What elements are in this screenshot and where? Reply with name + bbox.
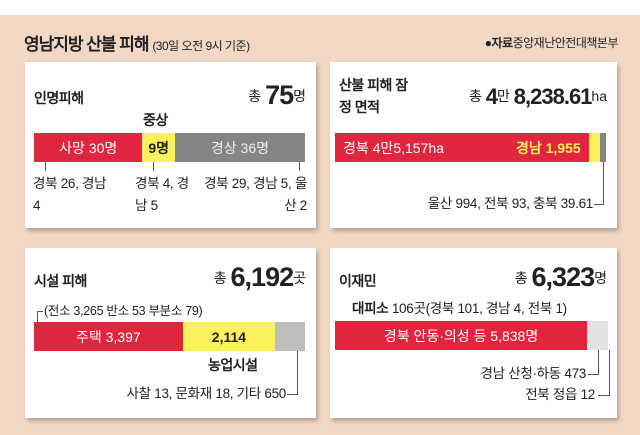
bar-segment: 경북 안동·의성 등 5,838명 bbox=[335, 321, 588, 350]
title-text: 영남지방 산불 피해 bbox=[24, 35, 150, 54]
card-title: 인명피해 bbox=[34, 90, 84, 106]
source-label: ●자료 bbox=[484, 36, 513, 50]
shelter-info: 대피소 106곳(경북 101, 경남 4, 전북 1) bbox=[352, 298, 567, 320]
bar-segment bbox=[275, 322, 305, 351]
total-unit: ha bbox=[591, 88, 607, 104]
shelter-value: 106곳(경북 101, 경남 4, 전북 1) bbox=[391, 301, 567, 316]
segment-note: 사찰 13, 문화재 18, 기타 650 bbox=[126, 386, 287, 401]
card-title: 이재민 bbox=[339, 273, 377, 289]
total-unit: 명 bbox=[293, 88, 306, 104]
stacked-bar: 사망 30명 9명 경상 36명 bbox=[34, 133, 305, 162]
total-value: 8,238.61 bbox=[513, 84, 593, 109]
total-prefix: 총 bbox=[248, 88, 262, 104]
total: 총 75명 bbox=[248, 80, 306, 111]
total-man-unit: 만 bbox=[497, 88, 510, 104]
segment-note: 경북 29, 경남 5, 울산 2 bbox=[204, 176, 307, 213]
segment-note: 경북 26, 경남 4 bbox=[33, 176, 107, 213]
shelter-label: 대피소 bbox=[352, 301, 389, 316]
stacked-bar: 경북 4만5,157ha 경남 1,955 bbox=[335, 133, 606, 162]
total-unit: 곳 bbox=[293, 270, 306, 286]
bar-segment: 9명 bbox=[142, 133, 175, 162]
bar-segment bbox=[599, 133, 606, 162]
bar-segment: 경상 36명 bbox=[174, 133, 305, 162]
segment-note: 울산 994, 전북 93, 충북 39.61 bbox=[427, 196, 594, 211]
bar-segment bbox=[607, 321, 608, 350]
bar-segment: 사망 30명 bbox=[34, 133, 143, 162]
source-text: 중앙재난안전대책본부 bbox=[512, 36, 619, 50]
total-unit: 명 bbox=[594, 270, 607, 286]
burned-area-card: 산불 피해 잠정 면적 총 4만 8,238.61ha 경북 4만5,157ha… bbox=[330, 62, 617, 228]
segment-note: 전북 정읍 12 bbox=[525, 387, 595, 402]
segment-top-label: 중상 bbox=[143, 112, 168, 128]
total-value: 6,323 bbox=[531, 262, 596, 292]
card-title: 시설 피해 bbox=[34, 273, 87, 289]
source: ●자료중앙재난안전대책본부 bbox=[484, 34, 619, 51]
evacuees-card: 이재민 총 6,323명 대피소 106곳(경북 101, 경남 4, 전북 1… bbox=[330, 248, 617, 418]
facility-damage-card: 시설 피해 총 6,192곳 (전소 3,265 반소 53 부분소 79) 주… bbox=[25, 248, 316, 418]
total: 총 4만 8,238.61ha bbox=[469, 84, 607, 110]
stacked-bar: 주택 3,397 2,114 bbox=[34, 322, 305, 351]
card-title: 산불 피해 잠정 면적 bbox=[339, 77, 408, 115]
segment-label: 경북 4만5,157ha bbox=[343, 139, 444, 156]
page-title: 영남지방 산불 피해 (30일 오전 9시 기준) bbox=[24, 30, 250, 55]
segment-bottom-label: 농업시설 bbox=[208, 357, 258, 373]
subtitle: (30일 오전 9시 기준) bbox=[152, 39, 250, 53]
total: 총 6,192곳 bbox=[214, 262, 306, 293]
segment-label: 경남 1,955 bbox=[515, 139, 581, 156]
total-prefix: 총 bbox=[514, 270, 528, 286]
bar-segment: 2,114 bbox=[182, 322, 276, 351]
segment-note: 경북 4, 경남 5 bbox=[135, 176, 189, 213]
segment-note: 경남 산청·하동 473 bbox=[480, 366, 587, 381]
bar-segment bbox=[587, 321, 608, 350]
top-note: (전소 3,265 반소 53 부분소 79) bbox=[44, 304, 203, 318]
total-value: 75 bbox=[265, 80, 294, 110]
casualties-card: 인명피해 총 75명 중상 사망 30명 9명 경상 36명 경북 26, 경남… bbox=[25, 62, 316, 228]
total: 총 6,323명 bbox=[515, 262, 607, 293]
total-value: 6,192 bbox=[230, 262, 295, 292]
total-prefix: 총 bbox=[468, 88, 482, 104]
bar-segment bbox=[588, 133, 600, 162]
bar-segment: 주택 3,397 bbox=[34, 322, 183, 351]
total-man: 4 bbox=[485, 84, 498, 109]
total-prefix: 총 bbox=[213, 270, 227, 286]
stacked-bar: 경북 안동·의성 등 5,838명 bbox=[335, 321, 608, 350]
bar-segment: 경북 4만5,157ha 경남 1,955 bbox=[335, 133, 589, 162]
